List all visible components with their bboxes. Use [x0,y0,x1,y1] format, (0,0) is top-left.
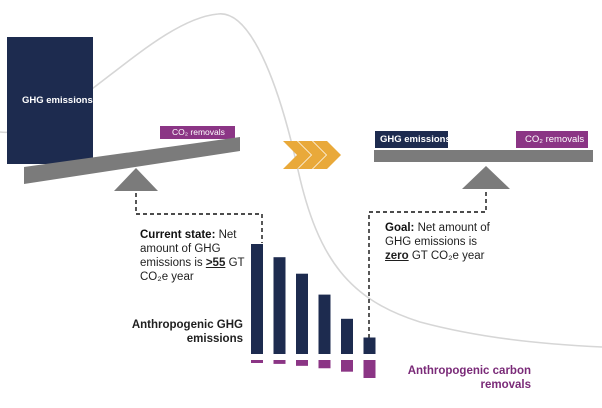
emissions-bar-3 [296,273,308,354]
right-co2-removals-label: CO₂ removals [525,134,585,145]
goal-line1: Net amount of [417,222,490,234]
current-state-line1: Net [218,229,237,241]
goal-line3-suffix: GT CO₂e year [411,250,485,262]
removals-bar-5 [341,360,353,372]
goal-connector [368,192,487,342]
current-state-line3-suffix: GT [228,257,245,269]
emissions-label-line2: emissions [186,333,243,345]
left-fulcrum [114,168,158,191]
removals-bar-4 [318,360,331,369]
emissions-bar-2 [273,257,286,354]
current-state-connector [135,193,263,243]
goal-caption: Goal: Net amount of GHG emissions is zer… [385,221,515,263]
current-state-value: >55 [205,257,226,269]
removals-label-line1: Anthropogenic carbon [407,365,531,377]
removals-bar-6 [363,360,376,378]
removals-label-line2: removals [480,379,531,391]
goal-title: Goal: [385,222,415,234]
left-co2-removals-label: CO₂ removals [172,127,225,137]
current-state-caption: Current state: Net amount of GHG emissio… [140,228,260,284]
emissions-bar-6 [363,337,376,354]
goal-value: zero [385,250,409,262]
anthropogenic-emissions-label: Anthropogenic GHG emissions [110,318,243,346]
goal-line2: GHG emissions is [385,236,478,248]
left-ghg-emissions-block [7,37,93,164]
right-co2-removals-block [516,131,588,148]
current-state-line3-prefix: emissions is [140,257,203,269]
removals-bar-1 [251,360,263,363]
right-fulcrum [462,166,510,189]
anthropogenic-removals-label: Anthropogenic carbon removals [400,364,531,392]
current-state-line4: CO₂e year [140,271,194,283]
emissions-bar-1 [251,244,263,354]
current-state-title: Current state: [140,229,216,241]
left-ghg-emissions-label: GHG emissions [22,95,93,106]
left-tilted-beam [24,137,240,184]
transition-chevrons-icon [283,141,341,169]
right-ghg-emissions-block [375,131,448,148]
removals-bar-3 [296,360,308,366]
emissions-bar-5 [341,318,353,354]
current-state-line2: amount of GHG [140,243,221,255]
right-ghg-emissions-label: GHG emissions [380,134,451,145]
emissions-bar-4 [318,294,331,354]
right-level-beam [374,150,593,162]
bars-group [251,244,376,378]
removals-bar-2 [273,360,286,364]
emissions-label-line1: Anthropogenic GHG [131,319,243,331]
left-co2-removals-block [160,126,235,139]
